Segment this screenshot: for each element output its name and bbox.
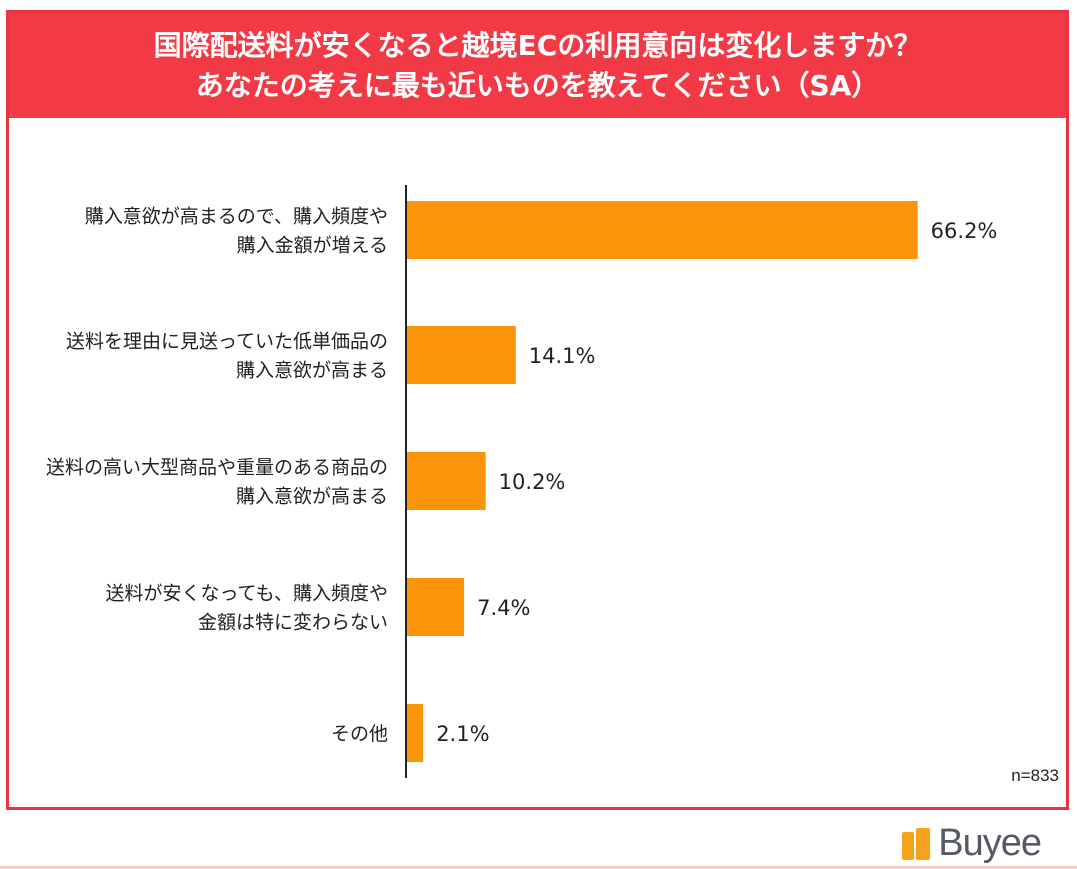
category-label-1-line-2: 購入金額が増える xyxy=(237,235,388,257)
category-label-5-line-1: その他 xyxy=(331,723,388,745)
category-label-3-line-1: 送料の高い大型商品や重量のある商品の xyxy=(46,457,388,479)
brand-logo: Buyee xyxy=(902,822,1042,865)
bar-2 xyxy=(407,326,516,384)
sample-size-note: n=833 xyxy=(1011,766,1059,785)
value-label-5: 2.1% xyxy=(436,722,489,746)
category-label-4-line-2: 金額は特に変わらない xyxy=(198,612,388,634)
value-label-3: 10.2% xyxy=(499,470,566,494)
bar-3 xyxy=(407,452,486,510)
title-banner: 国際配送料が安くなると越境ECの利用意向は変化しますか？ あなたの考えに最も近い… xyxy=(9,13,1066,118)
category-label-2-line-2: 購入意欲が高まる xyxy=(236,360,388,382)
title-line-2: あなたの考えに最も近いものを教えてください（SA） xyxy=(195,68,880,102)
bar-4 xyxy=(407,578,465,636)
logo-text: Buyee xyxy=(938,822,1042,864)
bar-1 xyxy=(407,201,918,259)
footer-divider xyxy=(0,866,1077,869)
category-label-2-line-1: 送料を理由に見送っていた低単価品の xyxy=(66,331,388,353)
category-label-3-line-2: 購入意欲が高まる xyxy=(236,486,388,508)
value-label-2: 14.1% xyxy=(529,344,596,368)
buyee-bag-icon xyxy=(902,827,932,860)
category-label-1-line-1: 購入意欲が高まるので、購入頻度や xyxy=(85,206,388,228)
value-label-1: 66.2% xyxy=(931,219,998,243)
chart-frame: 国際配送料が安くなると越境ECの利用意向は変化しますか？ あなたの考えに最も近い… xyxy=(6,10,1069,810)
category-label-4-line-1: 送料が安くなっても、購入頻度や xyxy=(105,583,388,605)
title-line-1: 国際配送料が安くなると越境ECの利用意向は変化しますか？ xyxy=(153,28,922,62)
value-label-4: 7.4% xyxy=(477,596,530,620)
bar-5 xyxy=(407,704,424,762)
